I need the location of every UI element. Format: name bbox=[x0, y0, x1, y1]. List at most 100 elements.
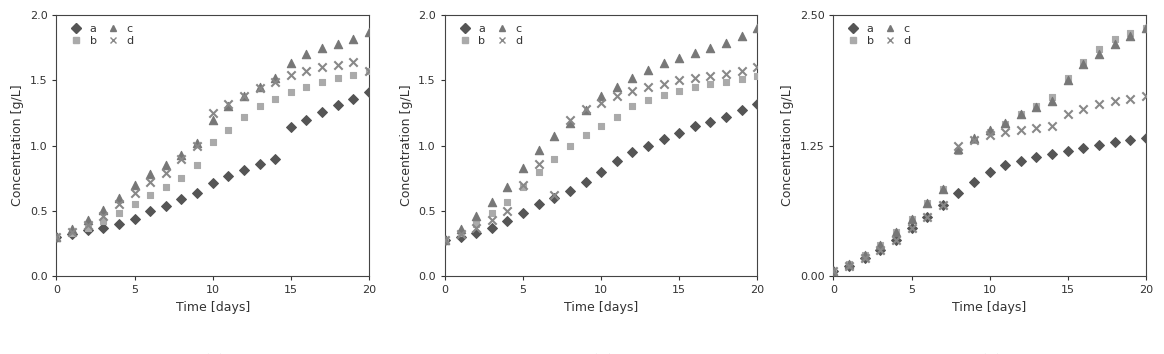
Point bbox=[282, 72, 300, 78]
Point bbox=[1043, 151, 1062, 157]
Point bbox=[328, 75, 347, 81]
Point bbox=[670, 88, 689, 94]
Point bbox=[623, 149, 641, 155]
Point bbox=[204, 181, 222, 186]
Point bbox=[156, 184, 175, 190]
Point bbox=[482, 211, 501, 216]
Point bbox=[172, 156, 191, 161]
Point bbox=[949, 190, 967, 195]
Point bbox=[1106, 41, 1124, 47]
Point bbox=[887, 237, 906, 242]
Point bbox=[871, 247, 889, 253]
Point bbox=[360, 68, 378, 74]
Point bbox=[47, 234, 65, 240]
Point bbox=[498, 208, 517, 214]
Point bbox=[219, 173, 237, 178]
Point bbox=[902, 225, 921, 231]
Point bbox=[1090, 142, 1108, 147]
Point bbox=[732, 108, 751, 113]
Point bbox=[1121, 96, 1140, 102]
Point bbox=[1136, 93, 1155, 98]
Point bbox=[94, 225, 113, 231]
Point bbox=[887, 229, 906, 235]
Point bbox=[141, 192, 159, 198]
Point bbox=[545, 156, 563, 161]
Point bbox=[856, 256, 874, 261]
Point bbox=[204, 139, 222, 144]
Point bbox=[545, 134, 563, 139]
Point bbox=[902, 216, 921, 222]
Point bbox=[639, 143, 658, 148]
Point bbox=[871, 242, 889, 248]
Point bbox=[328, 62, 347, 68]
Point bbox=[467, 221, 485, 227]
Legend: a, b, c, d: a, b, c, d bbox=[839, 21, 914, 50]
Point bbox=[732, 68, 751, 74]
Point bbox=[250, 161, 269, 167]
Point bbox=[482, 225, 501, 231]
Point bbox=[187, 162, 206, 168]
Point bbox=[1058, 148, 1077, 154]
Point bbox=[918, 200, 937, 206]
Point bbox=[918, 214, 937, 219]
Point bbox=[639, 84, 658, 90]
Point bbox=[686, 84, 704, 90]
Point bbox=[435, 237, 454, 242]
Point bbox=[343, 96, 362, 102]
Point bbox=[918, 214, 937, 219]
Point bbox=[94, 213, 113, 219]
Point bbox=[902, 216, 921, 222]
Point bbox=[576, 106, 595, 112]
Point bbox=[109, 201, 128, 207]
Point bbox=[313, 109, 332, 114]
Point bbox=[1121, 33, 1140, 39]
Point bbox=[918, 200, 937, 206]
Point bbox=[297, 117, 315, 122]
Point bbox=[78, 222, 97, 228]
Point bbox=[748, 101, 767, 107]
Point bbox=[109, 195, 128, 201]
Point bbox=[204, 110, 222, 116]
Point bbox=[63, 232, 81, 237]
Point bbox=[467, 213, 485, 219]
Point bbox=[126, 201, 144, 207]
Point bbox=[717, 114, 736, 120]
Point bbox=[187, 190, 206, 195]
Point bbox=[1074, 106, 1093, 112]
Point bbox=[1106, 139, 1124, 145]
Point bbox=[1090, 101, 1108, 107]
Point bbox=[141, 208, 159, 214]
Point bbox=[126, 190, 144, 195]
Y-axis label: Concentration [g/L]: Concentration [g/L] bbox=[781, 85, 794, 206]
Point bbox=[141, 179, 159, 185]
Point bbox=[187, 143, 206, 148]
Point bbox=[701, 119, 719, 125]
Point bbox=[670, 78, 689, 83]
Point bbox=[1012, 112, 1030, 117]
Point bbox=[235, 93, 254, 99]
Point bbox=[824, 268, 843, 274]
Point bbox=[623, 104, 641, 109]
Point bbox=[265, 79, 284, 85]
Point bbox=[654, 61, 673, 66]
Point bbox=[219, 104, 237, 109]
Point bbox=[545, 192, 563, 198]
Y-axis label: Concentration [g/L]: Concentration [g/L] bbox=[12, 85, 24, 206]
Point bbox=[887, 237, 906, 242]
Point bbox=[839, 263, 858, 269]
Point bbox=[1027, 154, 1045, 160]
Point bbox=[856, 252, 874, 258]
Point bbox=[235, 114, 254, 120]
Point bbox=[608, 93, 626, 99]
Point bbox=[576, 179, 595, 185]
Point bbox=[1058, 77, 1077, 83]
Point bbox=[608, 84, 626, 90]
Point bbox=[839, 261, 858, 267]
Point bbox=[498, 199, 517, 205]
Point bbox=[887, 229, 906, 235]
Point bbox=[343, 59, 362, 65]
X-axis label: Time [days]: Time [days] bbox=[565, 301, 638, 314]
Point bbox=[109, 221, 128, 227]
Point bbox=[732, 33, 751, 39]
Point bbox=[934, 202, 952, 208]
